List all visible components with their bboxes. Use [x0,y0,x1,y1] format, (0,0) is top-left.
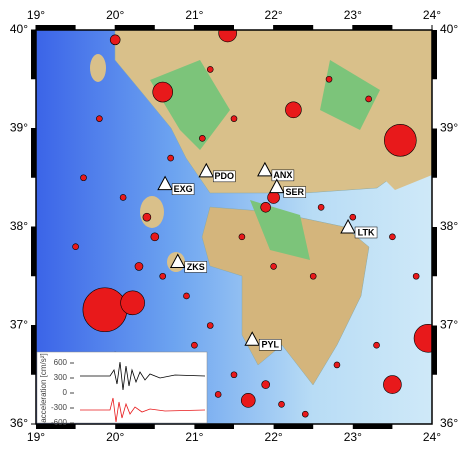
earthquake [83,288,127,332]
lon-label-bottom: 19° [27,430,45,444]
earthquake [168,155,174,161]
earthquake [183,293,189,299]
inset-tick-label: 600 [54,358,68,367]
earthquake [153,82,173,102]
border-segment [432,30,437,79]
earthquake [73,244,79,250]
earthquake [261,202,271,212]
earthquake [215,391,221,397]
station-label: PDO [215,171,235,181]
earthquake [241,393,255,407]
border-segment [353,424,393,429]
station-label: ANX [273,170,292,180]
earthquake [151,233,159,241]
border-segment [31,30,36,79]
station-label: LTK [358,227,375,237]
earthquake [384,124,416,156]
earthquake [268,191,280,203]
earthquake [413,273,419,279]
lat-label-left: 39° [10,121,28,135]
earthquake [96,116,102,122]
earthquake [135,262,143,270]
lon-label-bottom: 23° [344,430,362,444]
inset-tick-label: -300 [51,403,68,412]
earthquake [374,342,380,348]
border-segment [432,326,437,375]
earthquake [318,204,324,210]
lat-label-left: 36° [10,416,28,430]
earthquake [383,376,401,394]
lat-label-left: 38° [10,219,28,233]
border-segment [31,129,36,178]
earthquake [121,291,145,315]
lon-label-bottom: 24° [423,430,441,444]
inset-axis-label: acceleration [cm/s²] [39,353,48,422]
border-segment [353,25,393,30]
station-label: SER [286,187,305,197]
lat-label-left: 37° [10,318,28,332]
border-segment [274,25,314,30]
border-segment [115,424,155,429]
earthquake [239,234,245,240]
earthquake [389,234,395,240]
earthquake [334,362,340,368]
lon-label-bottom: 20° [106,430,124,444]
earthquake [81,175,87,181]
lat-label-right: 40° [440,22,458,36]
border-segment [31,326,36,375]
lat-label-left: 40° [10,22,28,36]
lon-label-bottom: 21° [185,430,203,444]
inset-tick-label: -600 [51,418,68,427]
inset-tick-label: 0 [63,388,68,397]
border-segment [274,424,314,429]
border-segment [36,25,76,30]
earthquake [160,273,166,279]
earthquake [326,76,332,82]
earthquake [110,35,120,45]
earthquake [191,342,197,348]
earthquake [310,273,316,279]
map-figure: EXG PDO ANX SER LTK ZKS PYL acceleration [cm/s… [0,0,458,452]
lat-label-right: 37° [440,318,458,332]
earthquake [199,135,205,141]
border-segment [194,25,234,30]
earthquake [262,381,270,389]
earthquake [120,194,126,200]
border-segment [31,227,36,276]
lon-label-top: 20° [106,8,124,22]
lon-label-top: 22° [265,8,283,22]
station-label: ZKS [187,262,205,272]
lon-label-top: 24° [423,8,441,22]
earthquake [143,213,151,221]
border-segment [432,227,437,276]
earthquake [207,323,213,329]
earthquake [271,263,277,269]
station-label: PYL [261,340,279,350]
earthquake [207,66,213,72]
border-segment [194,424,234,429]
earthquake [231,116,237,122]
lat-label-right: 38° [440,219,458,233]
earthquake [350,214,356,220]
lon-label-top: 21° [185,8,203,22]
earthquake [302,411,308,417]
earthquake [285,102,301,118]
lat-label-right: 36° [440,416,458,430]
lon-label-top: 19° [27,8,45,22]
lat-label-right: 39° [440,121,458,135]
earthquake [414,324,442,352]
lon-label-bottom: 22° [265,430,283,444]
station-label: EXG [174,184,193,194]
earthquake [231,372,237,378]
inset-tick-label: 300 [54,373,68,382]
border-segment [432,129,437,178]
border-segment [115,25,155,30]
lon-label-top: 23° [344,8,362,22]
earthquake [279,401,285,407]
earthquake [366,96,372,102]
